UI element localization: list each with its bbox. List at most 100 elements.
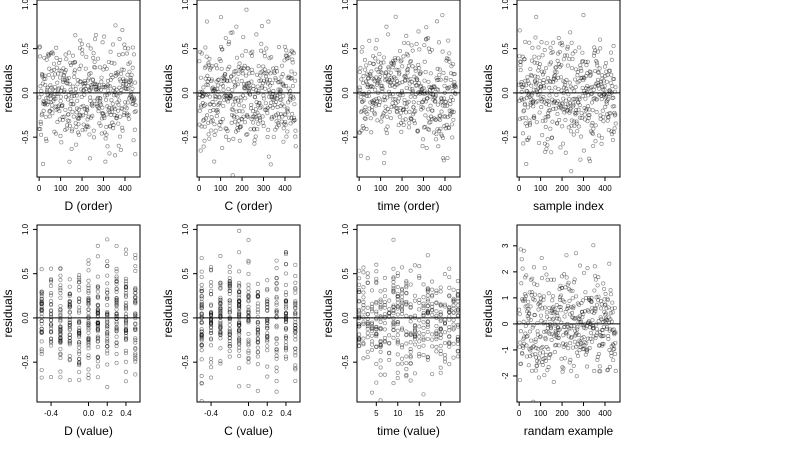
data-point bbox=[286, 100, 291, 105]
data-point bbox=[446, 125, 451, 130]
data-point bbox=[383, 127, 388, 132]
data-point bbox=[438, 114, 443, 119]
data-point bbox=[415, 128, 420, 133]
data-point bbox=[423, 99, 428, 104]
data-point bbox=[227, 280, 232, 285]
y-axis-title: residuals bbox=[481, 289, 495, 337]
data-point bbox=[417, 318, 422, 323]
data-point bbox=[293, 367, 298, 372]
data-point bbox=[58, 337, 63, 342]
data-point bbox=[274, 336, 279, 341]
data-point bbox=[274, 356, 279, 361]
data-point bbox=[578, 63, 583, 68]
data-point bbox=[599, 306, 604, 311]
data-point bbox=[77, 325, 82, 331]
data-point bbox=[207, 102, 212, 107]
data-point bbox=[246, 331, 251, 336]
data-point bbox=[455, 292, 460, 297]
data-point bbox=[382, 314, 387, 319]
data-point bbox=[62, 88, 67, 93]
data-point bbox=[285, 56, 290, 61]
data-point bbox=[260, 84, 265, 89]
data-point bbox=[105, 78, 111, 83]
data-point bbox=[123, 104, 128, 109]
data-point bbox=[200, 93, 205, 98]
data-point bbox=[410, 64, 415, 69]
data-point bbox=[40, 111, 45, 116]
data-point bbox=[396, 96, 401, 101]
data-point bbox=[600, 84, 605, 89]
data-point bbox=[590, 120, 595, 126]
data-point bbox=[38, 127, 43, 132]
data-point bbox=[255, 336, 260, 341]
x-tick-label: 400 bbox=[278, 184, 292, 193]
data-point bbox=[228, 93, 233, 98]
data-point bbox=[563, 309, 568, 314]
data-point bbox=[123, 78, 129, 83]
data-point bbox=[92, 65, 97, 70]
data-point bbox=[404, 51, 409, 56]
data-point bbox=[227, 315, 232, 320]
data-point bbox=[82, 92, 87, 97]
data-point bbox=[96, 85, 101, 90]
data-point bbox=[566, 346, 571, 351]
data-point bbox=[67, 309, 72, 314]
data-point bbox=[425, 293, 430, 298]
data-point bbox=[602, 309, 607, 315]
data-point bbox=[77, 46, 83, 51]
data-point bbox=[571, 132, 576, 137]
data-point bbox=[391, 304, 396, 310]
data-point bbox=[209, 322, 214, 327]
data-point bbox=[400, 307, 405, 312]
data-point bbox=[48, 340, 54, 345]
data-point bbox=[77, 296, 82, 301]
data-point bbox=[530, 325, 535, 330]
data-point bbox=[283, 282, 289, 288]
data-point bbox=[568, 335, 574, 340]
data-point bbox=[545, 98, 550, 103]
data-point bbox=[550, 49, 555, 54]
data-point bbox=[67, 358, 72, 363]
data-point bbox=[438, 303, 443, 308]
data-point bbox=[357, 282, 362, 287]
data-point bbox=[58, 309, 63, 314]
data-point bbox=[220, 117, 225, 122]
data-point bbox=[404, 372, 409, 378]
data-point bbox=[60, 104, 65, 109]
data-point bbox=[552, 307, 557, 312]
data-point bbox=[403, 110, 409, 115]
data-point bbox=[564, 77, 569, 83]
data-point bbox=[274, 119, 279, 124]
data-point bbox=[392, 56, 397, 61]
data-point bbox=[559, 63, 564, 68]
data-point bbox=[425, 310, 430, 315]
data-point bbox=[436, 116, 441, 121]
data-point bbox=[549, 135, 555, 140]
data-point bbox=[540, 97, 545, 102]
data-point bbox=[397, 72, 402, 77]
data-point bbox=[556, 62, 561, 67]
data-point bbox=[533, 352, 538, 357]
data-point bbox=[251, 114, 256, 119]
data-point bbox=[105, 296, 110, 301]
data-point bbox=[67, 332, 72, 337]
data-point bbox=[133, 340, 138, 345]
data-point bbox=[237, 328, 242, 333]
data-point bbox=[67, 322, 72, 327]
data-point bbox=[133, 295, 138, 300]
data-point bbox=[227, 327, 232, 332]
data-point bbox=[246, 343, 251, 348]
data-point bbox=[130, 65, 135, 70]
data-point bbox=[588, 73, 593, 78]
data-point bbox=[412, 80, 417, 85]
data-point bbox=[227, 354, 232, 359]
data-point bbox=[519, 361, 524, 366]
data-point bbox=[255, 127, 260, 132]
data-point bbox=[279, 119, 284, 124]
data-point bbox=[357, 288, 362, 293]
data-point bbox=[199, 320, 204, 326]
data-point bbox=[415, 129, 420, 134]
data-point bbox=[407, 81, 412, 86]
data-point bbox=[400, 308, 405, 313]
data-point bbox=[133, 252, 138, 257]
